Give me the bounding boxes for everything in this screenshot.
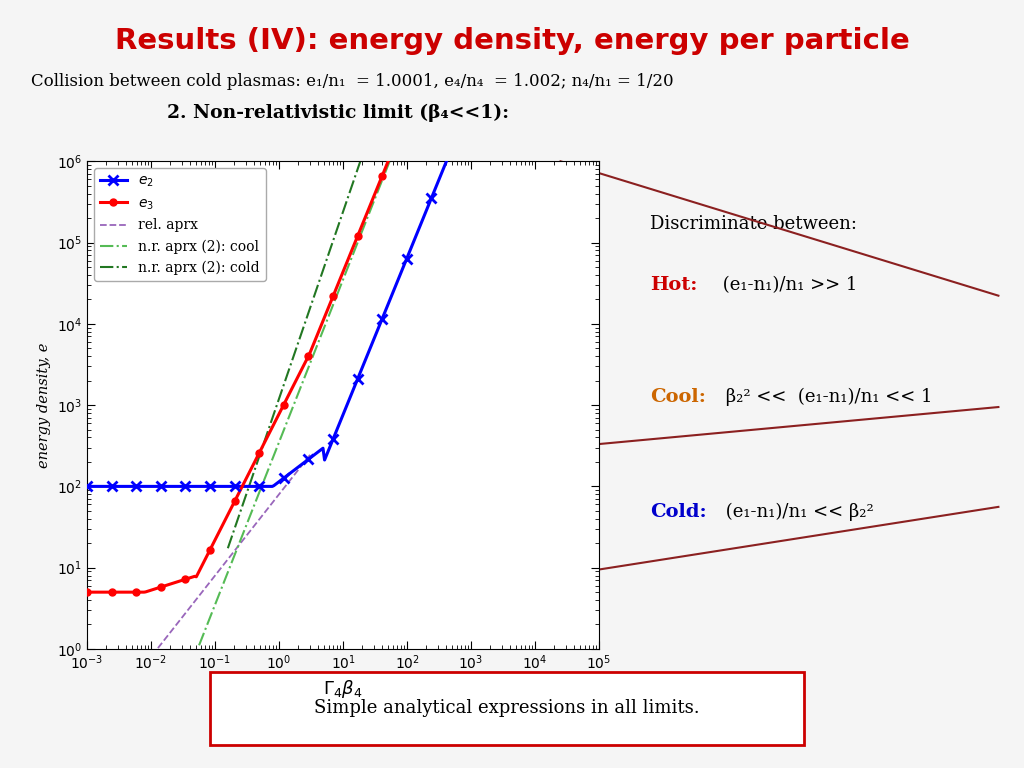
Text: Cold:: Cold: (650, 503, 707, 521)
FancyBboxPatch shape (210, 672, 804, 745)
Legend: $e_2$, $e_3$, rel. aprx, n.r. aprx (2): cool, n.r. aprx (2): cold: $e_2$, $e_3$, rel. aprx, n.r. aprx (2): … (94, 168, 265, 280)
Text: Collision between cold plasmas: e₁/n₁  = 1.0001, e₄/n₄  = 1.002; n₄/n₁ = 1/20: Collision between cold plasmas: e₁/n₁ = … (31, 73, 674, 90)
Text: Discriminate between:: Discriminate between: (650, 215, 857, 233)
X-axis label: $\Gamma_4\beta_4$: $\Gamma_4\beta_4$ (324, 678, 362, 700)
Text: (e₁-n₁)/n₁ >> 1: (e₁-n₁)/n₁ >> 1 (717, 276, 857, 294)
Text: Hot:: Hot: (650, 276, 697, 294)
Text: Simple analytical expressions in all limits.: Simple analytical expressions in all lim… (314, 700, 699, 717)
Text: Results (IV): energy density, energy per particle: Results (IV): energy density, energy per… (115, 27, 909, 55)
Text: (e₁-n₁)/n₁ << β₂²: (e₁-n₁)/n₁ << β₂² (720, 503, 873, 521)
Text: 2. Non-relativistic limit (β₄<<1):: 2. Non-relativistic limit (β₄<<1): (167, 104, 509, 122)
Text: Cool:: Cool: (650, 388, 707, 406)
Y-axis label: energy density, e: energy density, e (37, 343, 51, 468)
Text: β₂² <<  (e₁-n₁)/n₁ << 1: β₂² << (e₁-n₁)/n₁ << 1 (720, 388, 933, 406)
